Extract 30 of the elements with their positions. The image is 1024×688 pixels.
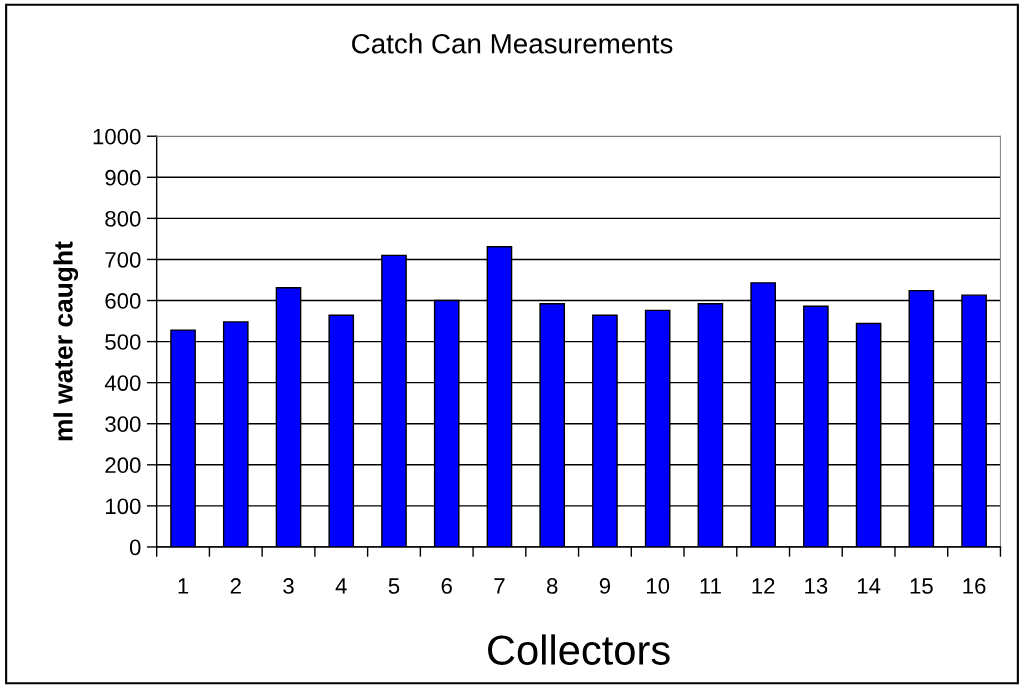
x-tick-label: 12 xyxy=(752,578,775,594)
x-tick-label: 4 xyxy=(335,578,347,594)
chart-title: Catch Can Measurements xyxy=(352,33,673,54)
x-tick-label: 5 xyxy=(388,578,400,594)
x-tick-label: 14 xyxy=(857,578,881,594)
x-tick-label: 2 xyxy=(230,578,241,594)
y-tick-label: 1000 xyxy=(93,128,141,145)
y-tick-label: 500 xyxy=(105,334,141,350)
x-tick-label: 10 xyxy=(647,578,670,594)
x-tick-label: 13 xyxy=(805,578,828,594)
x-tick-label: 16 xyxy=(963,578,986,594)
x-tick-label: 7 xyxy=(494,578,505,594)
y-tick-label: 900 xyxy=(105,169,141,186)
x-tick-label: 1 xyxy=(178,578,189,594)
y-tick-label: 700 xyxy=(105,251,141,268)
y-axis-title: ml water caught xyxy=(53,241,79,441)
x-tick-label: 11 xyxy=(700,578,721,594)
y-tick-label: 200 xyxy=(105,457,141,474)
x-tick-label: 6 xyxy=(441,578,452,594)
y-tick-label: 300 xyxy=(105,416,141,433)
x-tick-label: 15 xyxy=(910,578,933,594)
y-tick-label: 400 xyxy=(104,375,141,391)
y-tick-label: 800 xyxy=(105,210,141,227)
y-tick-label: 600 xyxy=(105,293,141,309)
y-tick-label: 100 xyxy=(106,498,141,515)
x-tick-label: 8 xyxy=(546,578,558,594)
x-axis-title: Collectors xyxy=(488,634,670,665)
x-tick-label: 9 xyxy=(599,578,611,594)
x-tick-label: 3 xyxy=(283,578,294,594)
y-tick-label: 0 xyxy=(129,539,141,556)
